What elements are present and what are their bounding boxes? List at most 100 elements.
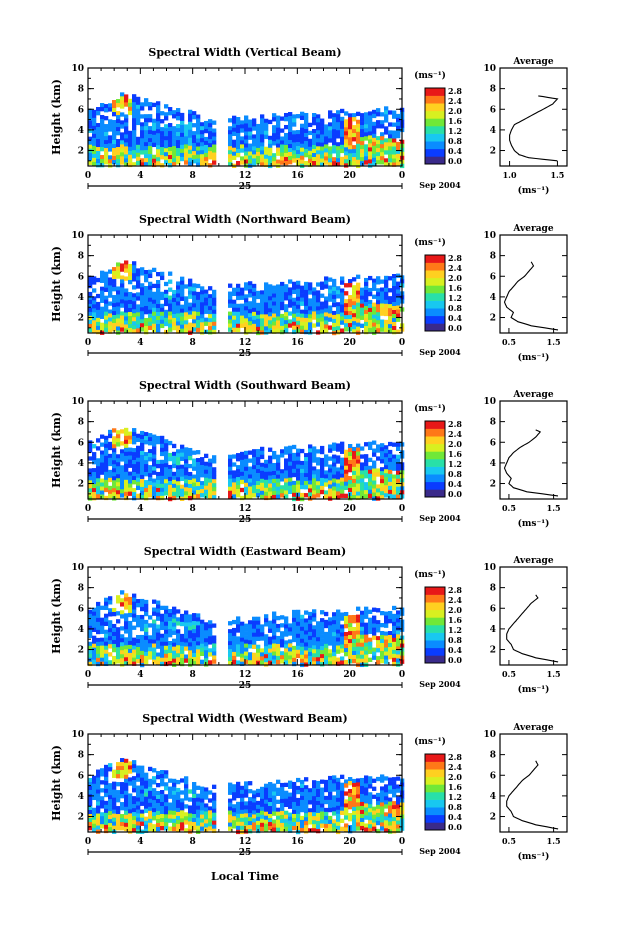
average-y-tick-label: 6 <box>490 771 496 781</box>
average-y-tick-label: 6 <box>490 438 496 448</box>
colorbar-segment <box>425 308 445 317</box>
average-y-tick-label: 8 <box>490 418 496 428</box>
heatmap-cells <box>88 427 405 502</box>
panel-5: Spectral Width (Westward Beam) 2 4 6 8 10 Heig… <box>50 712 568 862</box>
day-label: 25 <box>239 848 252 858</box>
colorbar-tick-label: 2.4 <box>448 595 462 605</box>
average-profile-line <box>506 760 559 830</box>
colorbar-tick-label: 0.0 <box>448 822 462 832</box>
x-tick-label: 20 <box>343 837 356 847</box>
colorbar-segment <box>425 625 445 633</box>
colorbar-tick-label: 0.4 <box>448 812 462 822</box>
colorbar-segment <box>425 617 445 626</box>
colorbar-segment <box>425 822 445 831</box>
colorbar-segment <box>425 761 445 770</box>
panel-title: Spectral Width (Southward Beam) <box>139 379 351 392</box>
average-x-tick-label: 1.5 <box>547 669 561 679</box>
x-tick-label: 0 <box>399 171 405 181</box>
x-tick-label: 12 <box>239 670 252 680</box>
heatmap-cells <box>88 260 405 336</box>
colorbar-tick-label: 0.0 <box>448 489 462 499</box>
x-tick-label: 8 <box>190 338 196 348</box>
x-tick-label: 16 <box>291 171 304 181</box>
average-title: Average <box>512 57 553 67</box>
x-tick-label: 12 <box>239 837 252 847</box>
colorbar-tick-label: 1.6 <box>448 782 462 792</box>
average-y-tick-label: 4 <box>490 625 496 635</box>
panel-title: Spectral Width (Westward Beam) <box>142 712 347 725</box>
heatmap-cells <box>88 92 405 169</box>
y-tick-label: 10 <box>71 397 84 407</box>
colorbar-tick-label: 2.4 <box>448 263 462 273</box>
heatmap-cells <box>88 758 405 835</box>
y-tick-label: 4 <box>78 792 84 802</box>
average-y-tick-label: 10 <box>483 397 496 407</box>
average-y-tick-label: 2 <box>490 314 496 324</box>
y-tick-label: 10 <box>71 730 84 740</box>
colorbar-tick-label: 0.8 <box>448 802 462 812</box>
colorbar-tick-label: 0.0 <box>448 156 462 166</box>
colorbar-frame <box>424 87 446 165</box>
colorbar-segment <box>425 655 445 664</box>
day-label: 25 <box>239 182 252 192</box>
colorbar-tick-label: 0.4 <box>448 313 462 323</box>
average-y-tick-label: 2 <box>490 813 496 823</box>
average-profile-line <box>503 429 559 497</box>
x-tick-label: 0 <box>85 338 91 348</box>
y-tick-label: 2 <box>78 147 84 157</box>
colorbar-segment <box>425 609 445 618</box>
average-frame <box>499 733 568 833</box>
colorbar-tick-label: 1.2 <box>448 792 462 802</box>
x-tick-label: 12 <box>239 504 252 514</box>
average-y-tick-label: 4 <box>490 126 496 136</box>
colorbar-frame <box>424 420 446 498</box>
colorbar-segment <box>425 799 445 808</box>
colorbar-tick-label: 2.8 <box>448 253 462 263</box>
colorbar-segment <box>425 640 445 649</box>
colorbar-frame <box>424 254 446 332</box>
x-tick-label: 0 <box>85 670 91 680</box>
average-x-tick-label: 1.0 <box>503 170 517 180</box>
y-tick-label: 8 <box>78 584 84 594</box>
colorbar-label: (ms⁻¹) <box>414 569 446 580</box>
average-x-label: (ms⁻¹) <box>518 352 550 363</box>
colorbar-segment <box>425 110 445 119</box>
colorbar-segment <box>425 481 445 490</box>
y-tick-label: 8 <box>78 85 84 95</box>
colorbar-segment <box>425 293 445 301</box>
colorbar-tick-label: 0.8 <box>448 635 462 645</box>
y-axis-label: Height (km) <box>50 745 63 821</box>
y-tick-label: 8 <box>78 418 84 428</box>
date-label: Sep 2004 <box>419 180 461 190</box>
average-x-label: (ms⁻¹) <box>518 851 550 862</box>
average-y-tick-label: 8 <box>490 751 496 761</box>
date-label: Sep 2004 <box>419 513 461 523</box>
average-y-tick-label: 6 <box>490 604 496 614</box>
colorbar-tick-label: 2.8 <box>448 86 462 96</box>
colorbar-tick-label: 0.8 <box>448 469 462 479</box>
colorbar-segment <box>425 300 445 309</box>
x-tick-label: 20 <box>343 670 356 680</box>
average-y-tick-label: 8 <box>490 584 496 594</box>
panel-3: Spectral Width (Southward Beam) 2 4 6 8 10 Hei… <box>50 379 568 529</box>
x-tick-label: 8 <box>190 504 196 514</box>
colorbar-tick-label: 0.8 <box>448 303 462 313</box>
heatmap-cells <box>88 590 405 668</box>
y-tick-label: 8 <box>78 252 84 262</box>
colorbar-tick-label: 2.0 <box>448 605 462 615</box>
date-label: Sep 2004 <box>419 846 461 856</box>
average-x-tick-label: 0.5 <box>502 836 516 846</box>
average-x-tick-label: 0.5 <box>502 669 516 679</box>
colorbar-segment <box>425 587 445 595</box>
y-tick-label: 6 <box>78 438 84 448</box>
x-tick-label: 16 <box>291 670 304 680</box>
colorbar-segment <box>425 95 445 104</box>
colorbar-tick-label: 0.0 <box>448 323 462 333</box>
x-tick-label: 20 <box>343 171 356 181</box>
colorbar-tick-label: 2.0 <box>448 772 462 782</box>
colorbar-segment <box>425 148 445 157</box>
colorbar-segment <box>425 285 445 294</box>
x-tick-label: 0 <box>399 338 405 348</box>
average-x-tick-label: 1.5 <box>547 836 561 846</box>
average-x-label: (ms⁻¹) <box>518 684 550 695</box>
